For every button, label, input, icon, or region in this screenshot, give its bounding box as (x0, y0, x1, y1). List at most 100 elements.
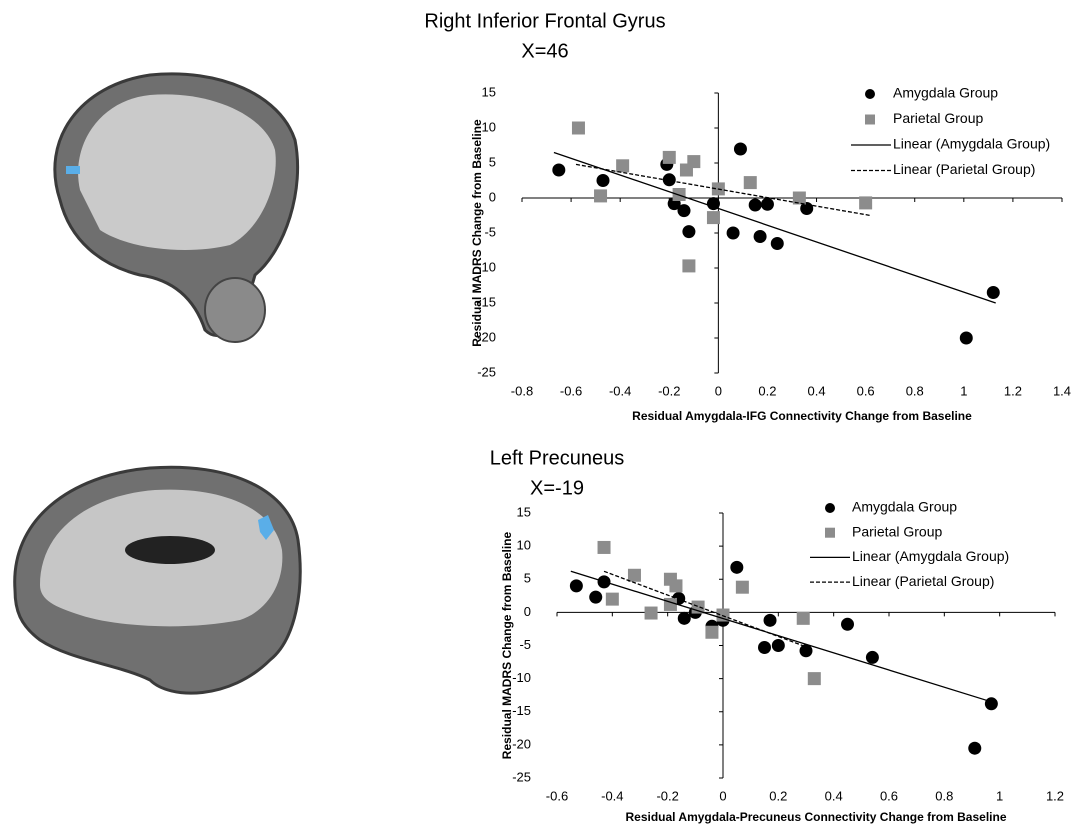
x-tick-label: -0.4 (609, 383, 631, 398)
legend-label: Linear (Amygdala Group) (893, 136, 1050, 152)
y-tick-label: -10 (512, 670, 531, 685)
data-point (797, 612, 810, 625)
data-point (682, 259, 695, 272)
data-point (597, 174, 610, 187)
legend-label: Amygdala Group (893, 85, 998, 101)
x-tick-label: -0.2 (656, 788, 678, 803)
y-tick-label: 15 (482, 84, 496, 99)
y-tick-label: -25 (477, 364, 496, 379)
x-tick-label: 1.2 (1004, 383, 1022, 398)
data-point (841, 618, 854, 631)
data-point (589, 591, 602, 604)
data-point (682, 225, 695, 238)
legend-marker (865, 89, 875, 99)
x-tick-label: -0.2 (658, 383, 680, 398)
x-tick-label: -0.8 (511, 383, 533, 398)
y-tick-label: -5 (519, 637, 531, 652)
data-point (616, 159, 629, 172)
data-point (771, 237, 784, 250)
data-point (764, 614, 777, 627)
x-tick-label: 0 (715, 383, 722, 398)
data-point (987, 286, 1000, 299)
data-point (594, 189, 607, 202)
legend-label: Linear (Parietal Group) (852, 573, 994, 589)
data-point (572, 122, 585, 135)
data-point (960, 332, 973, 345)
data-point (707, 211, 720, 224)
y-tick-label: -20 (512, 736, 531, 751)
data-point (761, 198, 774, 211)
trend-line (604, 571, 806, 647)
data-point (669, 579, 682, 592)
data-point (727, 227, 740, 240)
chart-title: Left Precuneus (490, 447, 625, 469)
data-point (736, 581, 749, 594)
y-axis-title: Residual MADRS Change from Baseline (500, 531, 514, 759)
legend-label: Linear (Amygdala Group) (852, 548, 1009, 564)
x-tick-label: 0.6 (857, 383, 875, 398)
data-point (866, 651, 879, 664)
data-point (730, 561, 743, 574)
legend-label: Parietal Group (852, 523, 942, 539)
y-tick-label: -25 (512, 769, 531, 784)
trend-line (571, 571, 992, 702)
chart-subtitle: X=-19 (530, 477, 584, 499)
y-tick-label: 0 (524, 604, 531, 619)
data-point (598, 541, 611, 554)
y-tick-label: 5 (524, 571, 531, 586)
x-tick-label: 1 (996, 788, 1003, 803)
x-tick-label: 1.4 (1053, 383, 1071, 398)
figure: Right Inferior Frontal Gyrus X=46 -25 -20 -1… (0, 0, 1078, 827)
data-point (859, 196, 872, 209)
x-tick-label: 0.8 (935, 788, 953, 803)
chart: Left PrecuneusX=-19-25-20-15-10-5051015-… (490, 447, 1064, 824)
data-point (734, 143, 747, 156)
y-axis-title: Residual MADRS Change from Baseline (470, 119, 484, 347)
data-point (754, 230, 767, 243)
x-tick-label: 0.4 (808, 383, 826, 398)
data-point (749, 199, 762, 212)
data-point (744, 176, 757, 189)
chart-subtitle: X=46 (521, 40, 568, 62)
data-point (645, 607, 658, 620)
legend-marker (825, 503, 835, 513)
y-tick-label: 10 (517, 538, 531, 553)
x-tick-label: 0.2 (769, 788, 787, 803)
x-tick-label: -0.4 (601, 788, 623, 803)
legend-marker (825, 528, 835, 538)
data-point (758, 641, 771, 654)
data-point (968, 742, 981, 755)
data-point (808, 672, 821, 685)
data-point (678, 612, 691, 625)
x-axis-title: Residual Amygdala-Precuneus Connectivity… (626, 810, 1007, 824)
legend-label: Amygdala Group (852, 499, 957, 515)
x-tick-label: -0.6 (560, 383, 582, 398)
data-point (985, 697, 998, 710)
y-tick-label: 5 (489, 154, 496, 169)
legend-marker (865, 115, 875, 125)
data-point (628, 569, 641, 582)
y-tick-label: 0 (489, 189, 496, 204)
chart-title: Right Inferior Frontal Gyrus (424, 10, 665, 32)
y-tick-label: -15 (512, 703, 531, 718)
data-point (552, 164, 565, 177)
x-tick-label: 0.8 (906, 383, 924, 398)
y-tick-label: 15 (517, 504, 531, 519)
brain-image-sagittal-medial (15, 467, 300, 693)
x-tick-label: 1.2 (1046, 788, 1064, 803)
chart: Right Inferior Frontal GyrusX=46-25-20-1… (424, 10, 1071, 423)
data-point (772, 639, 785, 652)
legend-label: Parietal Group (893, 110, 983, 126)
x-tick-label: 1 (960, 383, 967, 398)
y-tick-label: -5 (484, 224, 496, 239)
x-tick-label: -0.6 (546, 788, 568, 803)
data-point (678, 204, 691, 217)
data-point (570, 579, 583, 592)
data-point (663, 151, 676, 164)
data-point (606, 593, 619, 606)
data-point (687, 155, 700, 168)
legend-label: Linear (Parietal Group) (893, 161, 1035, 177)
brain-image-sagittal-lateral (55, 74, 298, 342)
x-tick-label: 0.2 (758, 383, 776, 398)
x-tick-label: 0 (719, 788, 726, 803)
